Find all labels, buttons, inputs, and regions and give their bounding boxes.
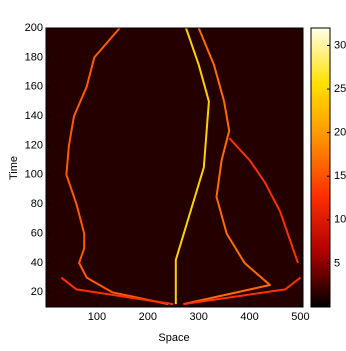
x-tick-label: 200 [139,311,157,323]
y-axis-label: Time [8,156,20,180]
trajectory [60,276,174,306]
y-tick-label: 40 [31,257,43,269]
trajectory [183,276,302,306]
colorbar-tick-label: 10 [334,214,346,226]
y-tick-label: 80 [31,198,43,210]
traces [60,28,302,306]
trajectory [174,28,210,305]
colorbar [310,27,331,308]
x-axis-label: Space [158,332,189,344]
plot-background [46,28,303,307]
y-tick-label: 160 [25,81,43,93]
y-tick-label: 140 [25,110,43,122]
y-tick-label: 20 [31,286,43,298]
y-tick-label: 60 [31,227,43,239]
x-tick-label: 400 [240,311,258,323]
colorbar-tick-label: 15 [334,170,346,182]
y-tick-label: 180 [25,51,43,63]
y-tick-label: 100 [25,169,43,181]
colorbar-tick-label: 25 [334,83,346,95]
colorbar-tick-label: 20 [334,127,346,139]
colorbar-tick-label: 30 [334,39,346,51]
trajectory [65,28,169,306]
x-tick-label: 300 [189,311,207,323]
colorbar-tick-label: 5 [334,257,340,269]
trajectory [183,28,271,306]
trajectory [228,137,299,264]
y-tick-label: 200 [25,22,43,34]
y-tick-label: 120 [25,139,43,151]
x-tick-label: 500 [291,311,309,323]
x-tick-label: 100 [88,311,106,323]
plot-frame [45,27,304,308]
